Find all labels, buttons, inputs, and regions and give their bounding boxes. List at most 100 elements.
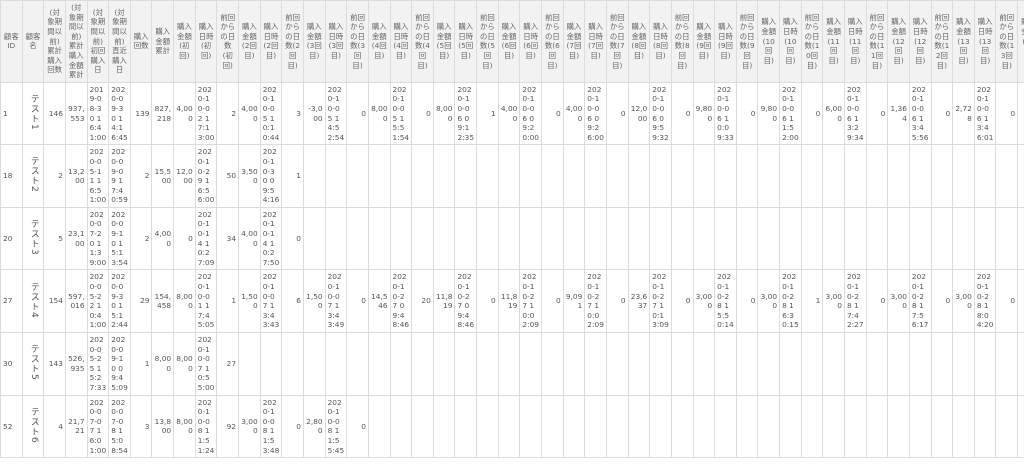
column-header[interactable]: 前回からの日数(11回目) — [865, 0, 889, 83]
count-cell: 2 — [129, 144, 153, 208]
column-header[interactable]: 購入金額(初回) — [173, 0, 196, 83]
column-header[interactable]: 購入日時(11回目) — [843, 0, 867, 83]
count-cell-text: 2 — [231, 108, 237, 118]
amount-cell-text: 3,000 — [760, 291, 778, 311]
column-header[interactable]: 購入金額(11回目) — [822, 0, 845, 83]
column-header[interactable]: 顧客ID — [0, 0, 23, 83]
count-cell: 154 — [43, 269, 66, 333]
column-header[interactable]: 顧客名 — [21, 0, 45, 83]
count-cell: 1 — [476, 81, 499, 146]
purchase-date-cell: 2020-10-07 13:43:43 — [259, 269, 283, 333]
amount-cell — [692, 144, 716, 208]
count-cell-text: 154 — [48, 296, 63, 306]
amount-cell-text: 154,458 — [154, 291, 172, 311]
column-header[interactable]: (対象期間以前)累計購入金額累計 — [64, 0, 88, 83]
purchase-date-cell: 2020-07-08 15:08:54 — [108, 394, 131, 459]
count-cell: 0 — [346, 394, 369, 459]
column-header[interactable]: 購入日時(2回目) — [259, 0, 283, 83]
column-header[interactable]: 購入金額(8回目) — [627, 0, 651, 83]
column-header[interactable]: 購入日時(6回目) — [519, 0, 543, 83]
amount-cell — [627, 144, 651, 208]
count-cell-text: 143 — [48, 358, 63, 368]
purchase-date-cell-text: 2020-09-30 14:16:45 — [111, 84, 128, 142]
amount-cell-text: 597,016 — [68, 291, 85, 311]
column-header[interactable]: 購入日時(5回目) — [454, 0, 478, 83]
count-cell-text: 0 — [620, 108, 626, 118]
column-header[interactable]: 前回からの日数(7回目) — [605, 0, 629, 83]
column-header[interactable]: 購入金額(2回目) — [238, 0, 261, 83]
purchase-date-cell — [259, 332, 283, 396]
column-header[interactable]: 前回からの日数(12回目) — [930, 0, 954, 83]
column-header[interactable]: 前回からの日数(13回目) — [995, 0, 1019, 83]
purchase-date-cell: 2020-10-27 10:02:09 — [584, 269, 607, 333]
purchase-date-cell-text: 2020-07-07 16:01:00 — [89, 397, 107, 455]
column-header[interactable]: 前回からの日数(5回目) — [476, 0, 499, 83]
column-header[interactable]: (対象期間以前)直近購入日 — [108, 0, 131, 83]
purchase-date-cell-text: 2020-07-20 11:39:00 — [89, 209, 107, 267]
column-header[interactable]: 購入金額累計 — [151, 0, 175, 83]
column-header[interactable]: 購入日時(4回目) — [389, 0, 413, 83]
purchase-date-cell-text: 2020-10-06 09:20:00 — [522, 84, 539, 142]
column-header[interactable]: 前回からの日数(6回目) — [541, 0, 564, 83]
purchase-date-cell — [584, 144, 607, 208]
column-header[interactable]: 購入金額(3回目) — [302, 0, 326, 83]
column-header[interactable]: 前回からの日数(2回目) — [281, 0, 304, 83]
amount-cell-text: 9,091 — [565, 291, 583, 311]
customer-id-cell-text: 20 — [3, 233, 13, 243]
count-cell: 0 — [346, 269, 369, 333]
amount-cell: 13,800 — [151, 394, 175, 459]
purchase-date-cell-text: 2020-10-08 11:51:24 — [197, 397, 215, 455]
column-header[interactable]: 購入日時(初回) — [194, 0, 218, 83]
purchase-date-cell — [843, 206, 867, 271]
count-cell-text: 1 — [296, 171, 301, 181]
column-header[interactable]: (対象期間以前)累計購入回数 — [43, 0, 66, 83]
count-cell — [411, 394, 434, 459]
count-cell: 0 — [930, 269, 954, 333]
column-header[interactable]: 購入金額(10回目) — [757, 0, 781, 83]
count-cell: 0 — [735, 81, 759, 146]
purchase-date-cell-text: 2020-10-08 11:53:48 — [262, 397, 280, 455]
column-header[interactable]: 購入日時(9回目) — [714, 0, 737, 83]
column-header[interactable]: 購入日時(13回目) — [973, 0, 997, 83]
column-header[interactable]: 購入金額(12回目) — [887, 0, 910, 83]
purchase-date-cell — [973, 144, 997, 208]
purchase-date-cell-text: 2020-10-28 18:04:20 — [976, 272, 994, 330]
column-header[interactable]: 購入回数 — [129, 0, 153, 83]
purchase-date-cell — [324, 206, 348, 271]
count-cell — [541, 394, 564, 459]
column-header[interactable]: 前回からの日数(10回目) — [800, 0, 824, 83]
column-header[interactable]: (対象期間以前)初回購入日 — [86, 0, 110, 83]
column-header[interactable]: 前回からの日数(初回) — [216, 0, 240, 83]
amount-cell — [627, 394, 651, 459]
column-header[interactable]: 購入日時(12回目) — [908, 0, 932, 83]
count-cell: 34 — [216, 206, 240, 271]
count-cell-text: 0 — [945, 296, 951, 306]
amount-cell: 9,800 — [692, 81, 716, 146]
amount-cell: 3,000 — [692, 269, 716, 333]
column-header[interactable]: 購入金額(6回目) — [497, 0, 521, 83]
amount-cell — [367, 206, 391, 271]
column-header[interactable]: 購入金額(4回目) — [367, 0, 391, 83]
column-header[interactable]: 購入日時(8回目) — [649, 0, 672, 83]
customer-id-cell-text: 18 — [3, 171, 13, 181]
column-header[interactable]: 前回からの日数(4回目) — [411, 0, 434, 83]
column-header[interactable]: 購入金額(13回目) — [952, 0, 975, 83]
amount-cell-text: 12,000 — [176, 166, 193, 186]
count-cell-text: 0 — [296, 233, 301, 243]
column-header[interactable]: 前回からの日数(3回目) — [346, 0, 369, 83]
column-header[interactable]: 前回からの日数(8回目) — [670, 0, 694, 83]
count-cell: 6 — [281, 269, 304, 333]
column-header[interactable]: 前回からの日数(9回目) — [735, 0, 759, 83]
purchase-date-cell: 2020-05-22 10:41:00 — [86, 269, 110, 333]
column-header[interactable]: 購入金額(9回目) — [692, 0, 716, 83]
column-header[interactable]: 購入金額(7回目) — [562, 0, 586, 83]
column-header[interactable]: 購入日時(3回目) — [324, 0, 348, 83]
purchase-date-cell — [714, 144, 737, 208]
column-header[interactable]: 購入金額(5回目) — [432, 0, 456, 83]
column-header[interactable]: 購入金額(14回目) — [1017, 0, 1024, 83]
count-cell: 50 — [216, 144, 240, 208]
amount-cell-text: 4,000 — [565, 103, 583, 123]
column-header[interactable]: 購入日時(10回目) — [779, 0, 802, 83]
column-header[interactable]: 購入日時(7回目) — [584, 0, 607, 83]
count-cell-text: 34 — [226, 233, 237, 243]
